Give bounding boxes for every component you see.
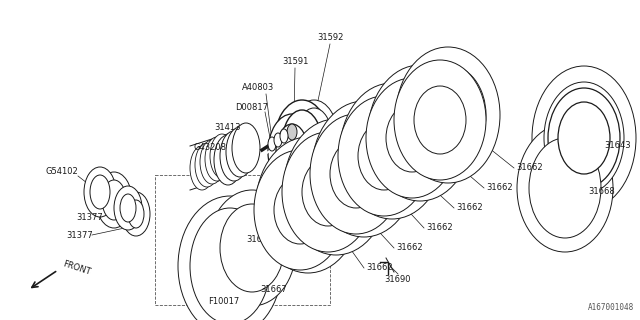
- Ellipse shape: [368, 65, 472, 201]
- Ellipse shape: [220, 131, 248, 181]
- Ellipse shape: [386, 104, 438, 172]
- Text: A40803: A40803: [242, 84, 274, 92]
- Ellipse shape: [529, 138, 601, 238]
- Ellipse shape: [268, 137, 276, 151]
- Ellipse shape: [102, 180, 126, 220]
- Bar: [155, 175, 330, 305]
- Ellipse shape: [326, 119, 402, 219]
- Ellipse shape: [270, 155, 346, 255]
- Ellipse shape: [274, 100, 330, 188]
- Text: 31662: 31662: [516, 164, 543, 172]
- Ellipse shape: [410, 65, 486, 165]
- Ellipse shape: [532, 66, 636, 210]
- Text: A167001048: A167001048: [588, 303, 634, 312]
- Ellipse shape: [517, 124, 613, 252]
- Ellipse shape: [298, 137, 374, 237]
- Ellipse shape: [396, 47, 500, 183]
- Ellipse shape: [302, 158, 354, 226]
- Text: 31592: 31592: [317, 34, 343, 43]
- Ellipse shape: [414, 86, 466, 154]
- Text: 31643: 31643: [604, 140, 630, 149]
- Text: 31377: 31377: [67, 230, 93, 239]
- Ellipse shape: [226, 127, 254, 177]
- Ellipse shape: [312, 101, 416, 237]
- Ellipse shape: [290, 100, 338, 176]
- Ellipse shape: [114, 186, 142, 230]
- Text: 31413: 31413: [215, 124, 241, 132]
- Text: 31667: 31667: [260, 285, 287, 294]
- Ellipse shape: [205, 137, 229, 181]
- Text: 31662: 31662: [366, 263, 392, 273]
- Text: 31666: 31666: [396, 135, 423, 145]
- Ellipse shape: [208, 190, 296, 306]
- Ellipse shape: [558, 102, 610, 174]
- Ellipse shape: [282, 132, 374, 252]
- Text: 31690: 31690: [385, 276, 412, 284]
- Ellipse shape: [276, 124, 308, 180]
- Text: D00817: D00817: [236, 103, 269, 113]
- Ellipse shape: [366, 78, 458, 198]
- Ellipse shape: [544, 82, 624, 194]
- Text: G54102: G54102: [45, 167, 78, 177]
- Ellipse shape: [232, 123, 260, 173]
- Text: 31662: 31662: [426, 223, 452, 233]
- Ellipse shape: [120, 194, 136, 222]
- Ellipse shape: [200, 140, 224, 184]
- Ellipse shape: [280, 129, 288, 143]
- Ellipse shape: [96, 172, 132, 228]
- Ellipse shape: [195, 143, 219, 187]
- Ellipse shape: [287, 124, 297, 140]
- Text: 31666: 31666: [306, 196, 333, 204]
- Ellipse shape: [330, 140, 382, 208]
- Ellipse shape: [178, 196, 282, 320]
- Ellipse shape: [190, 146, 214, 190]
- Text: 31662: 31662: [486, 183, 513, 193]
- Ellipse shape: [274, 133, 282, 147]
- Ellipse shape: [256, 137, 360, 273]
- Ellipse shape: [354, 101, 430, 201]
- Ellipse shape: [394, 60, 486, 180]
- Text: F10017: F10017: [209, 298, 239, 307]
- Text: 31666: 31666: [336, 175, 363, 185]
- Ellipse shape: [296, 108, 332, 168]
- Ellipse shape: [254, 150, 346, 270]
- Ellipse shape: [128, 200, 144, 228]
- Ellipse shape: [220, 204, 284, 292]
- Ellipse shape: [358, 122, 410, 190]
- Ellipse shape: [268, 114, 316, 190]
- Ellipse shape: [90, 175, 110, 209]
- Ellipse shape: [338, 96, 430, 216]
- Text: FRONT: FRONT: [62, 259, 92, 277]
- Text: 31666: 31666: [276, 215, 303, 225]
- Text: 31666: 31666: [246, 236, 273, 244]
- Text: 31662: 31662: [396, 244, 422, 252]
- Ellipse shape: [548, 88, 620, 188]
- Ellipse shape: [284, 119, 388, 255]
- Ellipse shape: [190, 208, 270, 320]
- Ellipse shape: [274, 176, 326, 244]
- Ellipse shape: [214, 135, 242, 185]
- Ellipse shape: [310, 114, 402, 234]
- Text: 31591: 31591: [282, 58, 308, 67]
- Ellipse shape: [84, 167, 116, 217]
- Text: 31666: 31666: [366, 156, 393, 164]
- Ellipse shape: [210, 134, 234, 178]
- Text: G43208: G43208: [193, 143, 227, 153]
- Text: 31668: 31668: [588, 188, 615, 196]
- Text: 31377: 31377: [77, 213, 104, 222]
- Ellipse shape: [340, 83, 444, 219]
- Ellipse shape: [282, 110, 322, 178]
- Ellipse shape: [382, 83, 458, 183]
- Ellipse shape: [122, 192, 150, 236]
- Text: 31662: 31662: [456, 204, 483, 212]
